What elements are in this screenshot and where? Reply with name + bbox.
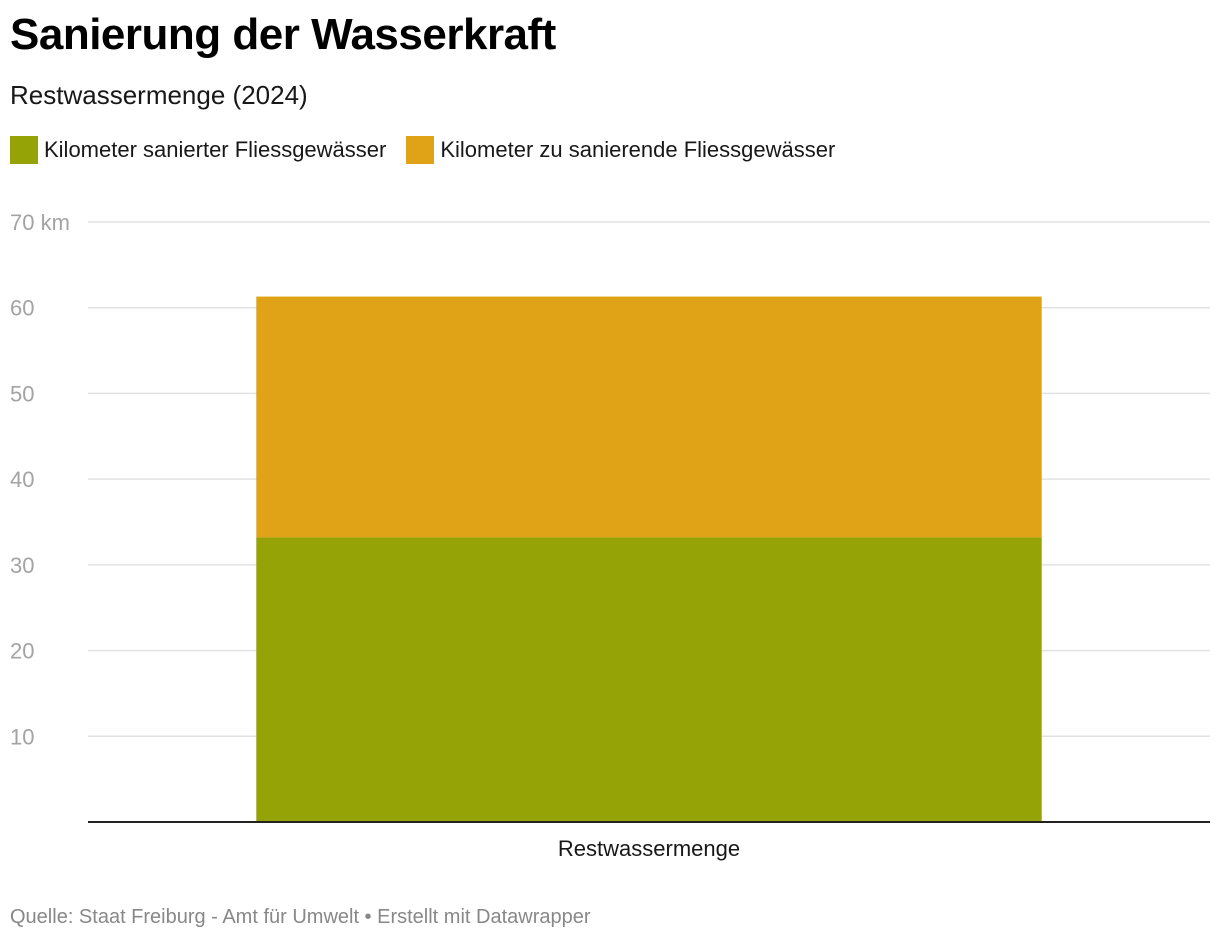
y-tick-label-10: 10 [10,724,34,749]
y-tick-label-50: 50 [10,381,34,406]
y-tick-label-70: 70 km [10,210,70,235]
bars [256,296,1042,822]
source-note: Quelle: Staat Freiburg - Amt für Umwelt … [10,906,591,928]
bar-segment-saniert [256,537,1042,822]
axes: 10 20 30 40 50 60 70 km Restwassermenge [10,210,1210,861]
chart-subtitle: Restwassermenge (2024) [10,80,308,110]
legend-item-saniert: Kilometer sanierter Fliessgewässer [10,136,386,164]
legend: Kilometer sanierter Fliessgewässer Kilom… [10,136,855,164]
y-tick-label-20: 20 [10,639,34,664]
bar-segment-zu-sanieren [256,296,1042,538]
legend-item-zu-sanieren: Kilometer zu sanierende Fliessgewässer [406,136,835,164]
legend-label-saniert: Kilometer sanierter Fliessgewässer [44,137,387,162]
chart-title: Sanierung der Wasserkraft [10,10,556,59]
legend-swatch-zu-sanieren [406,136,435,164]
x-tick-label-0: Restwassermenge [558,836,740,861]
legend-swatch-saniert [10,136,38,164]
y-tick-label-60: 60 [10,296,34,321]
y-tick-label-30: 30 [10,553,34,578]
legend-label-zu-sanieren: Kilometer zu sanierende Fliessgewässer [440,137,836,162]
y-tick-label-40: 40 [10,467,34,492]
